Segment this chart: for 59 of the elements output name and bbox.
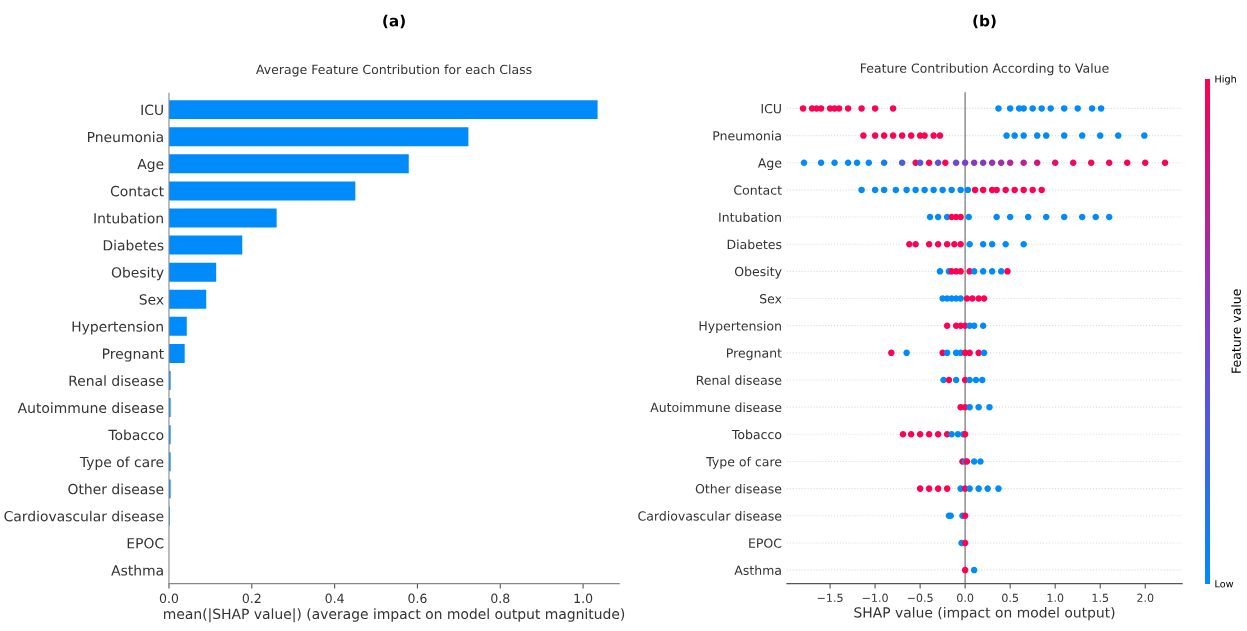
y-tick-label: Asthma: [111, 564, 163, 576]
x-tick-label: 2.0: [1137, 593, 1154, 602]
y-tick-label: Other disease: [68, 483, 164, 495]
y-tick-label: Cardiovascular disease: [638, 511, 782, 521]
chart-title: (a): [383, 14, 405, 29]
y-tick-label: Pneumonia: [87, 131, 163, 143]
y-tick-label: Asthma: [734, 565, 781, 576]
y-tick-label: Tobacco: [108, 429, 164, 441]
y-tick-label: Renal disease: [696, 375, 782, 385]
y-tick-label: Diabetes: [727, 239, 782, 250]
y-tick-label: Sex: [139, 294, 164, 305]
y-tick-label: ICU: [761, 103, 781, 114]
x-tick-label: 1.0: [574, 593, 593, 604]
y-tick-label: EPOC: [127, 538, 164, 549]
y-tick-label: Hypertension: [699, 320, 781, 334]
y-tick-label: Type of care: [79, 456, 164, 470]
y-tick-label: Contact: [734, 185, 782, 195]
y-tick-label: Tobacco: [731, 429, 782, 440]
y-tick-label: Intubation: [719, 212, 781, 222]
y-tick-label: Cardiovascular disease: [4, 510, 164, 522]
x-tick-label: 0.2: [242, 593, 261, 604]
y-tick-label: Pregnant: [103, 348, 164, 362]
x-tick-label: 0.8: [491, 593, 510, 604]
y-tick-label: Type of care: [706, 456, 782, 469]
x-tick-label: 0.4: [325, 593, 344, 604]
y-tick-label: Pregnant: [727, 348, 782, 361]
y-tick-label: Obesity: [734, 266, 782, 279]
x-tick-label: 0.0: [159, 593, 179, 604]
x-tick-label: −1.5: [817, 593, 843, 602]
color-bar-label: High: [1215, 75, 1236, 85]
x-axis-title: mean(|SHAP value|) (average impact on model output magnitude): [164, 608, 625, 623]
y-tick-label: Other disease: [695, 483, 782, 494]
x-tick-label: 1.5: [1092, 593, 1109, 602]
y-tick-label: Renal disease: [69, 375, 164, 386]
y-tick-label: Autoimmune disease: [17, 402, 164, 414]
x-tick-label: 0.6: [408, 593, 427, 604]
chart-title: (b): [973, 14, 996, 29]
x-tick-label: −1.0: [862, 593, 888, 602]
x-tick-label: 0.0: [957, 593, 974, 602]
color-bar-title: Feature value: [1231, 289, 1241, 373]
x-tick-label: 1.0: [1047, 593, 1064, 602]
y-tick-label: Intubation: [94, 212, 163, 224]
y-tick-label: Sex: [760, 293, 782, 304]
y-tick-label: Pneumonia: [713, 130, 781, 141]
y-tick-label: Contact: [110, 185, 164, 197]
chart-subtitle: Average Feature Contribution for each Class: [256, 64, 532, 77]
x-tick-label: 0.5: [1002, 593, 1019, 602]
y-tick-label: Diabetes: [103, 239, 164, 251]
chart-subtitle: Feature Contribution According to Value: [860, 63, 1109, 76]
y-tick-label: ICU: [141, 104, 163, 116]
y-tick-label: Age: [137, 158, 164, 172]
y-tick-label: Obesity: [111, 266, 164, 281]
y-tick-label: Age: [757, 158, 782, 171]
y-tick-label: Autoimmune disease: [650, 402, 782, 413]
x-tick-label: −0.5: [907, 593, 933, 602]
y-tick-label: EPOC: [749, 538, 782, 548]
color-bar-label: Low: [1215, 580, 1234, 588]
y-tick-label: Hypertension: [72, 321, 163, 335]
x-axis-title: SHAP value (impact on model output): [854, 606, 1115, 621]
